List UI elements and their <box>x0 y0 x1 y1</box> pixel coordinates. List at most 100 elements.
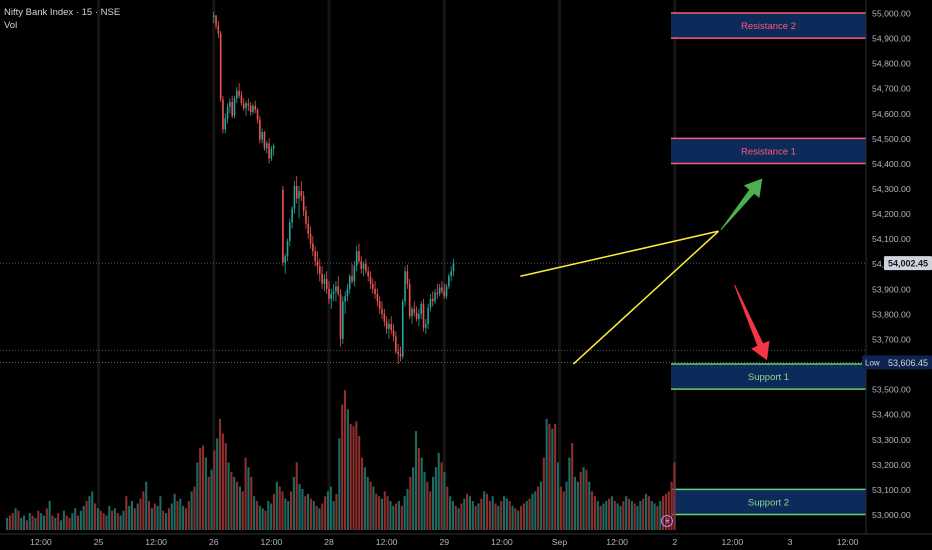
candle[interactable] <box>369 276 372 284</box>
candle[interactable] <box>229 102 231 108</box>
last-price-tag[interactable] <box>884 256 932 271</box>
candle[interactable] <box>353 266 356 282</box>
candle[interactable] <box>247 103 250 106</box>
candle[interactable] <box>415 312 418 319</box>
candle[interactable] <box>300 191 303 197</box>
candle[interactable] <box>392 330 395 337</box>
candle[interactable] <box>270 148 273 159</box>
candle[interactable] <box>321 273 323 284</box>
candle[interactable] <box>351 276 353 282</box>
candle[interactable] <box>383 313 386 322</box>
candle[interactable] <box>265 143 268 149</box>
candle[interactable] <box>360 261 363 269</box>
candle[interactable] <box>371 283 374 289</box>
candle[interactable] <box>286 241 289 257</box>
candle[interactable] <box>378 301 381 309</box>
candle[interactable] <box>388 323 390 329</box>
candle[interactable] <box>450 271 452 277</box>
support-zone[interactable] <box>671 364 866 390</box>
candle[interactable] <box>323 278 326 284</box>
candle[interactable] <box>445 286 448 297</box>
candle[interactable] <box>365 263 367 272</box>
candle[interactable] <box>344 296 346 302</box>
candle[interactable] <box>346 288 349 297</box>
candle[interactable] <box>429 298 432 308</box>
candle[interactable] <box>408 283 411 317</box>
candle[interactable] <box>293 186 296 209</box>
candle[interactable] <box>362 263 365 269</box>
candle[interactable] <box>249 105 252 113</box>
candle[interactable] <box>298 191 300 199</box>
candle[interactable] <box>339 293 342 339</box>
candle[interactable] <box>256 109 259 120</box>
resistance-zone[interactable] <box>671 138 866 164</box>
candle[interactable] <box>233 98 236 116</box>
candle[interactable] <box>348 276 351 289</box>
candle[interactable] <box>291 208 293 223</box>
candle[interactable] <box>226 107 229 119</box>
candle[interactable] <box>312 243 314 252</box>
candle[interactable] <box>316 261 319 267</box>
candle[interactable] <box>332 291 335 294</box>
candle[interactable] <box>436 292 439 294</box>
candle[interactable] <box>240 95 243 104</box>
candle[interactable] <box>381 308 383 314</box>
candle[interactable] <box>330 293 333 299</box>
candle[interactable] <box>443 291 446 297</box>
volume-indicator-label[interactable]: Vol <box>4 20 18 31</box>
wedge-upper-trendline[interactable] <box>520 230 719 278</box>
candle[interactable] <box>259 119 261 140</box>
candle[interactable] <box>358 251 360 262</box>
candle[interactable] <box>404 271 406 302</box>
candle[interactable] <box>282 189 284 263</box>
resistance-zone[interactable] <box>671 13 866 39</box>
candle[interactable] <box>401 301 404 357</box>
candle[interactable] <box>295 186 298 199</box>
candle[interactable] <box>217 25 220 34</box>
candle[interactable] <box>245 103 247 109</box>
candle[interactable] <box>309 233 312 244</box>
candle[interactable] <box>231 102 233 116</box>
candle[interactable] <box>422 303 425 328</box>
candle[interactable] <box>325 278 328 289</box>
candle[interactable] <box>395 336 397 352</box>
candle[interactable] <box>335 286 337 292</box>
candle[interactable] <box>406 271 409 284</box>
candle[interactable] <box>452 263 455 272</box>
candle[interactable] <box>434 292 436 302</box>
candle[interactable] <box>219 33 222 100</box>
candle[interactable] <box>254 105 257 110</box>
candle[interactable] <box>314 251 316 262</box>
candle[interactable] <box>307 223 310 234</box>
candle[interactable] <box>374 288 376 294</box>
candle[interactable] <box>355 251 358 267</box>
candle[interactable] <box>318 266 321 274</box>
candle[interactable] <box>242 103 245 109</box>
candle[interactable] <box>399 354 402 357</box>
candle[interactable] <box>284 256 287 263</box>
candle[interactable] <box>413 308 416 313</box>
candle[interactable] <box>438 287 441 294</box>
candle[interactable] <box>289 222 291 242</box>
low-price-tag[interactable] <box>862 355 932 370</box>
candle[interactable] <box>261 132 263 140</box>
candle[interactable] <box>367 271 369 277</box>
candle[interactable] <box>302 196 305 212</box>
candle[interactable] <box>425 323 427 328</box>
wedge-lower-trendline[interactable] <box>572 230 720 365</box>
candle[interactable] <box>272 145 275 149</box>
candle[interactable] <box>376 293 379 302</box>
candle[interactable] <box>212 15 215 17</box>
candle[interactable] <box>236 90 238 99</box>
candle[interactable] <box>224 118 227 130</box>
candle[interactable] <box>411 308 413 317</box>
candle[interactable] <box>385 321 388 329</box>
candle[interactable] <box>263 132 266 149</box>
candle[interactable] <box>342 301 344 339</box>
candle[interactable] <box>448 276 450 287</box>
candle[interactable] <box>427 307 429 324</box>
candle[interactable] <box>397 351 399 355</box>
candle[interactable] <box>418 313 420 319</box>
support-zone[interactable] <box>671 489 866 515</box>
candle[interactable] <box>238 90 240 96</box>
